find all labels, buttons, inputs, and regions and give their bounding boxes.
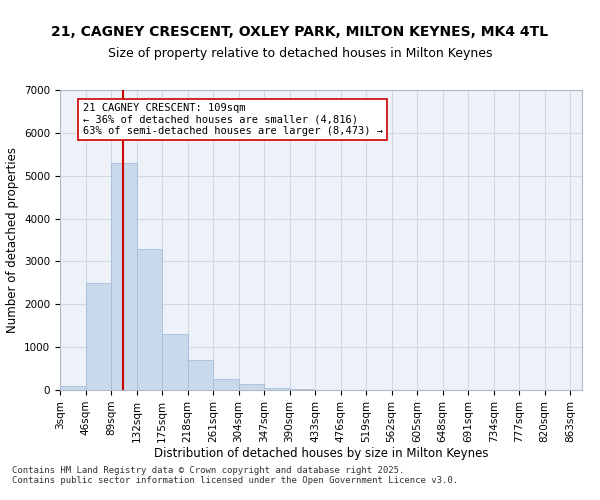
Bar bbox=[86, 283, 111, 390]
Bar bbox=[264, 388, 290, 390]
Bar bbox=[188, 360, 213, 390]
Bar bbox=[213, 380, 239, 390]
Y-axis label: Number of detached properties: Number of detached properties bbox=[5, 147, 19, 333]
Bar bbox=[162, 334, 188, 390]
Bar bbox=[137, 248, 162, 390]
Text: Contains HM Land Registry data © Crown copyright and database right 2025.
Contai: Contains HM Land Registry data © Crown c… bbox=[12, 466, 458, 485]
Text: 21 CAGNEY CRESCENT: 109sqm
← 36% of detached houses are smaller (4,816)
63% of s: 21 CAGNEY CRESCENT: 109sqm ← 36% of deta… bbox=[83, 103, 383, 136]
X-axis label: Distribution of detached houses by size in Milton Keynes: Distribution of detached houses by size … bbox=[154, 448, 488, 460]
Bar bbox=[111, 163, 137, 390]
Bar bbox=[290, 389, 315, 390]
Bar bbox=[239, 384, 264, 390]
Text: 21, CAGNEY CRESCENT, OXLEY PARK, MILTON KEYNES, MK4 4TL: 21, CAGNEY CRESCENT, OXLEY PARK, MILTON … bbox=[52, 25, 548, 39]
Bar bbox=[60, 386, 86, 390]
Text: Size of property relative to detached houses in Milton Keynes: Size of property relative to detached ho… bbox=[108, 48, 492, 60]
